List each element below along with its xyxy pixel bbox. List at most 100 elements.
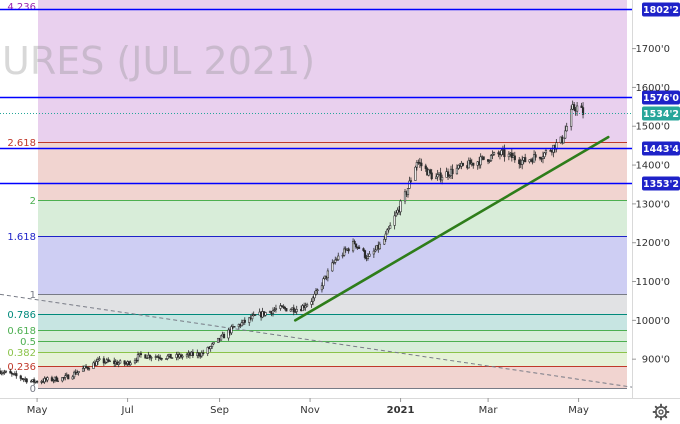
candle-body	[322, 278, 325, 287]
candle-body	[513, 155, 516, 161]
candle-body	[469, 159, 472, 165]
candle-body	[139, 353, 143, 356]
candle-body	[372, 250, 375, 255]
level-badge-label: 1443'4	[643, 144, 679, 155]
candle-body	[313, 294, 316, 299]
candle-body	[251, 315, 254, 320]
candle-272	[562, 137, 565, 144]
candle-body	[15, 373, 18, 377]
candle-body	[492, 152, 496, 155]
candle-252	[521, 155, 524, 170]
candle-47	[95, 358, 98, 366]
candle-body	[77, 371, 80, 373]
candle-body	[197, 352, 200, 356]
candle-281	[581, 102, 585, 119]
candle-214	[441, 174, 444, 185]
level-badge-1802'2	[642, 2, 680, 17]
candle-70	[144, 354, 147, 359]
candle-61	[125, 361, 128, 366]
candle-body	[84, 365, 88, 368]
candle-149	[305, 302, 309, 308]
price-tick-1300'0: 1300'0	[635, 199, 670, 210]
candle-255	[528, 159, 531, 164]
candle-body	[387, 227, 390, 231]
candle-250	[518, 156, 521, 169]
candle-148	[304, 302, 307, 311]
candle-240	[497, 150, 500, 158]
candle-81	[166, 354, 169, 361]
candle-0	[0, 367, 2, 375]
candle-body	[534, 154, 537, 158]
candle-body	[457, 164, 460, 169]
fib-zone-0.618-0.786	[38, 314, 627, 331]
candle-48	[96, 356, 100, 365]
candle-69	[139, 351, 143, 358]
candle-224	[461, 162, 464, 167]
candle-body	[326, 270, 329, 279]
candle-body	[230, 326, 233, 334]
candle-body	[479, 156, 482, 166]
candle-body	[341, 254, 344, 257]
candle-129	[264, 311, 267, 317]
candle-body	[46, 377, 49, 381]
candle-body	[353, 240, 356, 245]
time-axis[interactable]: May Jul Sep Nov 2021 Mar May	[27, 398, 589, 416]
candle-124	[254, 314, 257, 316]
level-badge-1576'0	[642, 90, 680, 105]
candle-body	[280, 305, 283, 308]
candle-25	[50, 375, 54, 382]
candle-body	[451, 168, 454, 175]
price-tick-900'0: 900'0	[642, 355, 670, 366]
candle-277	[573, 101, 576, 111]
candle-159	[326, 268, 329, 282]
candle-body	[544, 150, 548, 154]
candle-body	[581, 107, 585, 115]
candle-body	[408, 180, 411, 189]
candle-body	[289, 309, 292, 312]
candle-body	[351, 240, 355, 252]
candle-211	[436, 169, 439, 181]
candle-body	[206, 347, 209, 354]
candle-273	[564, 125, 567, 139]
candle-body	[200, 352, 203, 357]
candle-247	[510, 148, 513, 162]
candle-body	[243, 319, 246, 323]
candle-body	[393, 215, 396, 226]
candle-body	[576, 105, 579, 112]
drawn-lines[interactable]	[0, 8, 632, 322]
candle-body	[564, 130, 567, 139]
candle-body	[491, 154, 494, 156]
candle-body	[406, 188, 410, 196]
candle-98	[200, 350, 203, 358]
candle-body	[81, 368, 85, 372]
candle-143	[294, 308, 297, 314]
candle-body	[414, 166, 417, 181]
price-tick-1000'0: 1000'0	[635, 316, 670, 327]
candle-31	[62, 377, 65, 381]
candle-body	[384, 233, 387, 240]
candle-39	[77, 371, 80, 376]
candle-66	[135, 357, 138, 364]
candle-body	[145, 357, 148, 359]
candle-181	[374, 245, 377, 253]
price-axis[interactable]: 1802'2 1576'0 1443'4 1353'2 1534'2 900'0 1000'…	[632, 2, 680, 366]
candle-32	[64, 372, 67, 381]
candle-213	[439, 167, 442, 183]
candle-body	[383, 238, 386, 245]
candle-body	[133, 359, 137, 364]
candle-199	[409, 177, 413, 184]
candle-body	[532, 154, 536, 163]
candle-142	[292, 304, 295, 316]
fib-label-4.236: 4.236	[7, 2, 36, 13]
candle-279	[576, 102, 579, 116]
candle-body	[4, 370, 8, 373]
candle-body	[316, 289, 319, 292]
gear-icon[interactable]	[652, 403, 670, 421]
candle-body	[108, 360, 111, 363]
candle-154	[316, 288, 319, 295]
trend-line[interactable]	[293, 135, 610, 322]
gear-tooth	[654, 405, 659, 410]
